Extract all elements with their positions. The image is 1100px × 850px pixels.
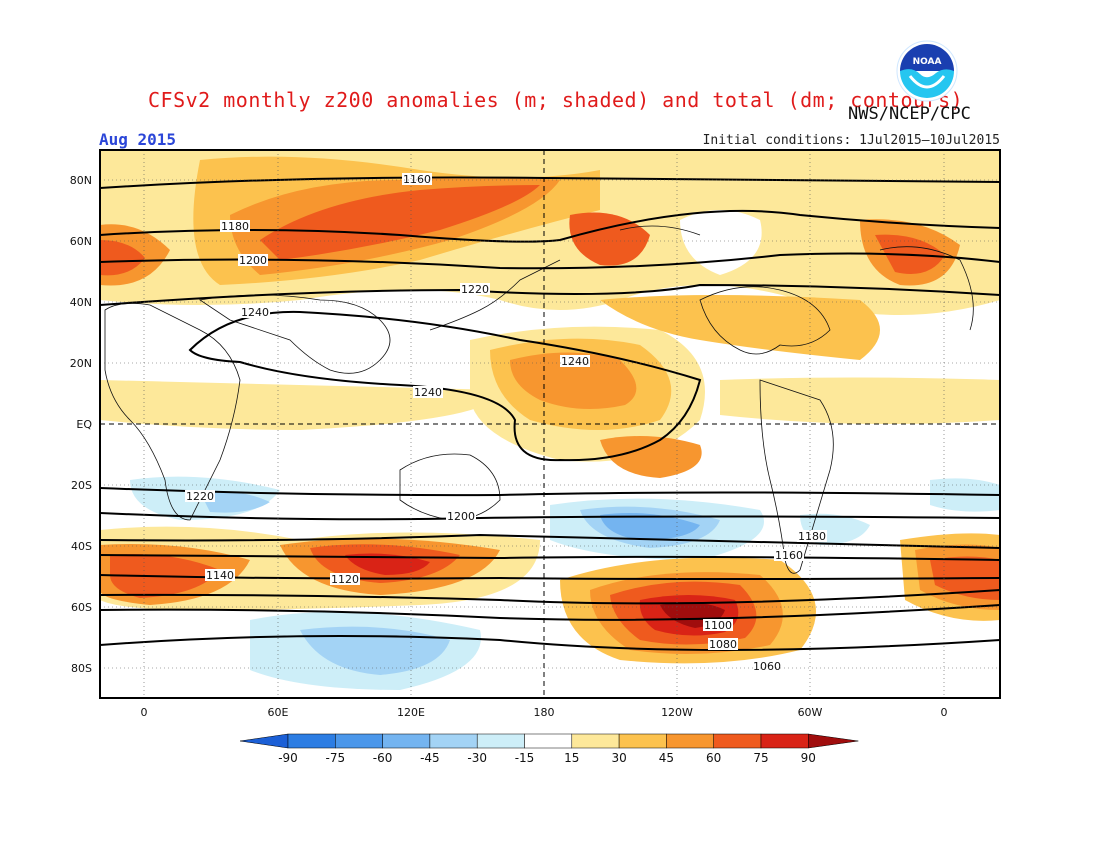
x-tick: 0: [941, 706, 948, 719]
coastlines: [104, 225, 974, 574]
contour-label-group: 1160 1180 1200 1220 1240 1240 1240 1220 …: [185, 173, 827, 673]
y-axis-labels: 80N 60N 40N 20N EQ 20S 40S 60S 80S: [70, 174, 93, 675]
y-tick: 20S: [71, 479, 92, 492]
x-tick: 60W: [798, 706, 823, 719]
colorbar-label: -90: [278, 751, 298, 765]
svg-text:1200: 1200: [447, 510, 475, 523]
svg-text:1200: 1200: [239, 254, 267, 267]
contour-label: 1200: [446, 510, 476, 523]
contour-label: 1140: [205, 569, 235, 582]
colorbar-swatch: [429, 733, 478, 749]
x-tick: 180: [534, 706, 555, 719]
colorbar-swatch: [287, 733, 336, 749]
contour-label: 1220: [185, 490, 215, 503]
valid-month-label: Aug 2015: [99, 130, 177, 149]
svg-text:1100: 1100: [704, 619, 732, 632]
colorbar-label: 45: [659, 751, 674, 765]
organization-label: NWS/NCEP/CPC: [848, 104, 971, 124]
contour-label: 1100: [703, 619, 733, 632]
colorbar-swatch: [476, 733, 525, 749]
chart-title: CFSv2 monthly z200 anomalies (m; shaded)…: [148, 88, 964, 112]
y-tick: 40N: [70, 296, 92, 309]
colorbar-swatch: [713, 733, 762, 749]
x-axis-labels: 0 60E 120E 180 120W 60W 0: [141, 706, 948, 719]
y-tick: 60N: [70, 235, 92, 248]
svg-text:1160: 1160: [775, 549, 803, 562]
initial-conditions-label: Initial conditions: 1Jul2015–10Jul2015: [702, 133, 1000, 148]
colorbar-label: 15: [564, 751, 579, 765]
svg-text:1160: 1160: [403, 173, 431, 186]
svg-text:1120: 1120: [331, 573, 359, 586]
contour-label: 1240: [240, 306, 270, 319]
svg-text:1240: 1240: [414, 386, 442, 399]
colorbar-label: -60: [373, 751, 393, 765]
map-grid: [100, 150, 1000, 698]
svg-text:1220: 1220: [186, 490, 214, 503]
colorbar-arrow-low: [239, 733, 289, 749]
svg-text:1240: 1240: [241, 306, 269, 319]
svg-text:NOAA: NOAA: [913, 57, 942, 67]
svg-text:1080: 1080: [709, 638, 737, 651]
colorbar-swatch: [760, 733, 809, 749]
colorbar: -90 -75 -60 -45 -30 -15 15 30 45 60 75 90: [239, 733, 859, 765]
contour-label: 1120: [330, 573, 360, 586]
colorbar-swatch: [335, 733, 383, 749]
y-tick: 40S: [71, 540, 92, 553]
y-tick: EQ: [76, 418, 92, 431]
contour-label: 1200: [238, 254, 268, 267]
x-tick: 0: [141, 706, 148, 719]
y-tick: 80N: [70, 174, 92, 187]
y-tick: 20N: [70, 357, 92, 370]
colorbar-label: 60: [706, 751, 721, 765]
contour-label: 1160: [774, 549, 804, 562]
colorbar-swatch: [524, 733, 573, 749]
colorbar-swatch: [618, 733, 667, 749]
map-frame: [99, 149, 1001, 699]
colorbar-label: 90: [801, 751, 816, 765]
svg-text:1180: 1180: [798, 530, 826, 543]
contour-label: 1180: [797, 530, 827, 543]
svg-text:1060: 1060: [753, 660, 781, 673]
x-tick: 120W: [661, 706, 693, 719]
colorbar-label: -75: [325, 751, 345, 765]
colorbar-label: 30: [611, 751, 626, 765]
x-tick: 120E: [397, 706, 425, 719]
colorbar-label: -15: [515, 751, 535, 765]
colorbar-swatch: [382, 733, 431, 749]
contour-label: 1080: [708, 638, 738, 651]
contour-label: 1160: [402, 173, 432, 186]
y-tick: 80S: [71, 662, 92, 675]
svg-text:1240: 1240: [561, 355, 589, 368]
contour-label: 1240: [413, 386, 443, 399]
y-tick: 60S: [71, 601, 92, 614]
svg-text:1140: 1140: [206, 569, 234, 582]
colorbar-label: -30: [467, 751, 487, 765]
colorbar-label: 75: [753, 751, 768, 765]
contour-label: 1180: [220, 220, 250, 233]
svg-text:1220: 1220: [461, 283, 489, 296]
colorbar-label: -45: [420, 751, 440, 765]
x-tick: 60E: [268, 706, 289, 719]
contour-label: 1060: [752, 660, 782, 673]
contour-label: 1240: [560, 355, 590, 368]
svg-text:1180: 1180: [221, 220, 249, 233]
colorbar-swatch: [571, 733, 620, 749]
colorbar-arrow-high: [808, 733, 859, 749]
noaa-logo-icon: NOAA: [896, 40, 958, 102]
colorbar-swatch: [666, 733, 714, 749]
contour-label: 1220: [460, 283, 490, 296]
